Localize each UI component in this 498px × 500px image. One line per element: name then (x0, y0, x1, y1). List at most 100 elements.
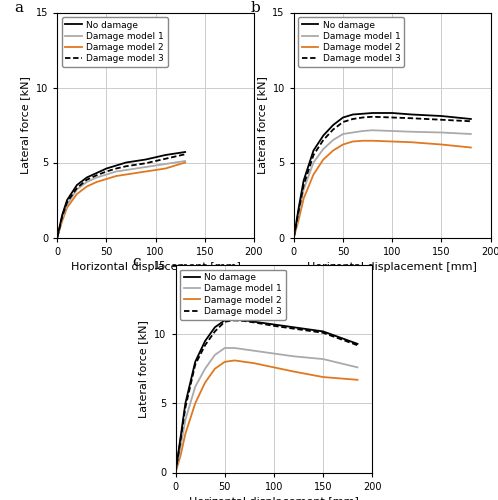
Damage model 3 (360, 114, 366, 120)
Damage model 3 (173, 470, 179, 476)
No damage (162, 152, 168, 158)
Damage model 1 (320, 146, 326, 152)
Text: a: a (14, 1, 23, 15)
Damage model 2 (320, 156, 326, 162)
Legend: No damage, Damage model 1, Damage model 2, Damage model 3: No damage, Damage model 1, Damage model … (180, 270, 286, 320)
Line: No damage: No damage (294, 113, 471, 238)
Damage model 2 (177, 453, 183, 459)
No damage (172, 150, 178, 156)
No damage (177, 435, 183, 441)
Damage model 1 (468, 131, 474, 137)
Line: Damage model 3: Damage model 3 (176, 320, 358, 472)
No damage (94, 170, 100, 176)
Damage model 1 (182, 417, 188, 423)
Damage model 1 (162, 161, 168, 167)
Line: No damage: No damage (176, 319, 358, 472)
No damage (64, 197, 70, 203)
Damage model 1 (173, 470, 179, 476)
No damage (320, 132, 326, 138)
No damage (291, 324, 297, 330)
Damage model 2 (84, 184, 90, 190)
Damage model 2 (355, 377, 361, 383)
No damage (301, 178, 307, 184)
Line: Damage model 2: Damage model 2 (57, 162, 185, 238)
Line: Damage model 3: Damage model 3 (294, 116, 471, 238)
Damage model 3 (54, 234, 60, 240)
Damage model 1 (104, 172, 110, 177)
Damage model 3 (192, 362, 198, 368)
Damage model 3 (311, 152, 317, 158)
No damage (438, 113, 444, 119)
Line: Damage model 1: Damage model 1 (176, 348, 358, 472)
No damage (468, 116, 474, 122)
Damage model 1 (360, 128, 366, 134)
No damage (389, 110, 395, 116)
No damage (182, 149, 188, 155)
No damage (409, 112, 415, 117)
No damage (153, 154, 159, 160)
Damage model 3 (350, 116, 356, 122)
No damage (340, 114, 346, 120)
Damage model 3 (301, 182, 307, 188)
Damage model 2 (330, 148, 336, 154)
Damage model 3 (370, 114, 375, 119)
Damage model 2 (370, 138, 375, 144)
Damage model 1 (370, 127, 375, 133)
Damage model 2 (173, 470, 179, 476)
Damage model 1 (251, 348, 257, 354)
Damage model 3 (59, 214, 65, 220)
No damage (360, 111, 366, 117)
Damage model 2 (232, 358, 238, 364)
Damage model 2 (212, 366, 218, 372)
Damage model 2 (172, 162, 178, 168)
Damage model 2 (54, 234, 60, 240)
Damage model 3 (172, 154, 178, 160)
Damage model 1 (311, 160, 317, 166)
Damage model 2 (340, 142, 346, 148)
Damage model 3 (340, 119, 346, 125)
Damage model 3 (242, 318, 248, 324)
Damage model 1 (355, 364, 361, 370)
Damage model 1 (54, 234, 60, 240)
Damage model 3 (438, 116, 444, 122)
Damage model 2 (64, 204, 70, 210)
Text: c: c (132, 254, 141, 268)
Line: Damage model 2: Damage model 2 (176, 360, 358, 472)
Damage model 2 (182, 431, 188, 437)
No damage (54, 234, 60, 240)
Damage model 1 (177, 444, 183, 450)
No damage (242, 318, 248, 324)
Damage model 2 (409, 139, 415, 145)
Damage model 2 (123, 172, 129, 177)
Damage model 1 (202, 366, 208, 372)
No damage (84, 174, 90, 180)
Damage model 3 (320, 137, 326, 143)
Damage model 1 (340, 131, 346, 137)
Damage model 2 (192, 400, 198, 406)
Damage model 1 (291, 234, 297, 240)
Damage model 3 (291, 326, 297, 332)
No damage (350, 112, 356, 117)
No damage (320, 328, 326, 334)
Damage model 2 (296, 216, 302, 222)
Damage model 3 (84, 177, 90, 183)
No damage (296, 204, 302, 210)
Damage model 3 (320, 330, 326, 336)
Damage model 3 (143, 160, 149, 166)
Damage model 1 (291, 354, 297, 360)
Damage model 2 (74, 191, 80, 197)
Damage model 2 (143, 168, 149, 174)
Damage model 1 (350, 130, 356, 136)
Damage model 2 (301, 196, 307, 202)
Text: b: b (250, 1, 260, 15)
Damage model 3 (202, 342, 208, 348)
Damage model 1 (296, 210, 302, 216)
Damage model 3 (123, 163, 129, 169)
Damage model 3 (212, 328, 218, 334)
Damage model 3 (468, 118, 474, 124)
Damage model 2 (222, 359, 228, 365)
X-axis label: Horizontal displacement [mm]: Horizontal displacement [mm] (307, 262, 477, 272)
Damage model 1 (271, 350, 277, 356)
Damage model 3 (133, 162, 139, 168)
Y-axis label: Lateral force [kN]: Lateral force [kN] (257, 76, 267, 174)
